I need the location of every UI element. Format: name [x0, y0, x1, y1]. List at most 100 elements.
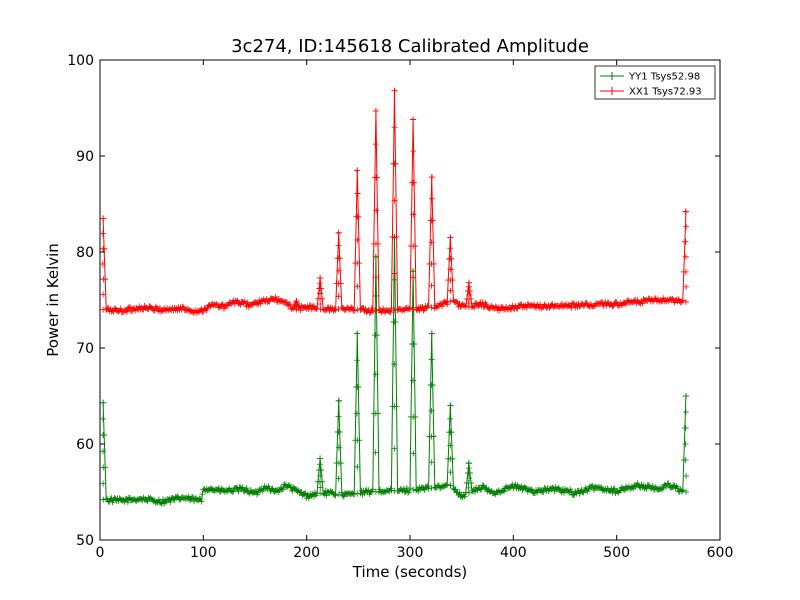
- data-point: [335, 242, 342, 249]
- data-point: [312, 305, 319, 312]
- data-point: [679, 487, 686, 494]
- data-point: [305, 494, 312, 501]
- data-point: [410, 486, 417, 493]
- data-point: [610, 486, 617, 493]
- data-point: [335, 255, 342, 262]
- data-point: [659, 486, 666, 493]
- x-tick-label: 300: [397, 545, 424, 561]
- data-point: [428, 407, 435, 414]
- data-point: [391, 445, 398, 452]
- legend-marker: [608, 72, 616, 80]
- data-point: [317, 455, 324, 462]
- data-point: [372, 307, 379, 314]
- data-point: [369, 308, 376, 315]
- data-point: [462, 303, 469, 310]
- data-point: [643, 485, 650, 492]
- data-point: [447, 482, 454, 489]
- data-point: [613, 299, 620, 306]
- data-point: [466, 291, 473, 298]
- series-1: [100, 87, 690, 316]
- data-point: [391, 306, 398, 313]
- data-point: [428, 239, 435, 246]
- data-point: [373, 174, 380, 181]
- data-point: [492, 303, 499, 310]
- data-point: [682, 409, 689, 415]
- data-point: [465, 279, 472, 286]
- y-tick-label: 80: [76, 245, 94, 261]
- data-point: [609, 489, 616, 496]
- data-point: [107, 496, 114, 503]
- data-point: [567, 486, 574, 493]
- data-point: [100, 399, 107, 406]
- data-point: [534, 301, 541, 308]
- data-point: [678, 488, 685, 495]
- data-point: [428, 459, 435, 466]
- data-point: [405, 489, 412, 496]
- data-point: [447, 298, 454, 305]
- data-point: [682, 253, 689, 260]
- data-point: [570, 491, 577, 498]
- data-point: [199, 491, 206, 498]
- data-point: [444, 481, 451, 488]
- data-point: [391, 197, 398, 204]
- data-point: [335, 428, 342, 435]
- data-point: [428, 195, 435, 202]
- data-point: [243, 485, 250, 492]
- data-point: [373, 207, 380, 214]
- data-point: [501, 488, 508, 495]
- legend-marker: [608, 87, 616, 95]
- data-point: [391, 319, 398, 325]
- data-point: [372, 107, 379, 114]
- data-point: [471, 304, 478, 311]
- data-point: [410, 179, 416, 186]
- data-point: [197, 496, 204, 503]
- data-point: [372, 371, 379, 378]
- data-point: [523, 304, 530, 311]
- data-point: [287, 483, 294, 490]
- data-point: [272, 293, 279, 300]
- y-tick-label: 90: [76, 149, 94, 165]
- data-point: [568, 304, 575, 311]
- legend: YY1 Tsys52.98 XX1 Tsys72.93: [594, 65, 716, 100]
- data-point: [409, 306, 416, 313]
- data-point: [444, 301, 451, 308]
- data-point: [354, 383, 361, 390]
- data-point: [332, 307, 339, 314]
- data-point: [301, 490, 308, 497]
- data-point: [100, 215, 107, 222]
- data-point: [110, 308, 117, 315]
- data-point: [447, 442, 454, 449]
- chart-title: 3c274, ID:145618 Calibrated Amplitude: [231, 36, 589, 57]
- data-point: [218, 301, 225, 308]
- x-tick-label: 100: [190, 545, 217, 561]
- data-point: [639, 300, 646, 307]
- legend-label: YY1 Tsys52.98: [628, 72, 700, 83]
- data-point: [335, 280, 342, 287]
- data-point: [100, 230, 106, 237]
- data-point: [281, 481, 288, 488]
- y-tick-label: 100: [67, 53, 94, 69]
- data-point: [391, 361, 398, 368]
- data-point: [213, 300, 220, 307]
- data-point: [336, 397, 342, 404]
- data-point: [409, 274, 416, 281]
- data-point: [391, 403, 398, 410]
- data-point: [447, 455, 454, 462]
- data-point: [279, 486, 286, 493]
- data-point: [204, 305, 211, 312]
- data-point: [331, 491, 338, 498]
- data-point: [117, 305, 124, 312]
- data-point: [682, 457, 689, 463]
- data-point: [354, 236, 361, 243]
- data-point: [465, 479, 472, 486]
- data-point: [380, 305, 387, 312]
- data-point: [507, 306, 514, 313]
- x-tick-label: 500: [603, 545, 630, 561]
- data-point: [317, 467, 324, 474]
- data-point: [186, 497, 193, 504]
- data-point: [323, 492, 330, 499]
- data-point: [353, 410, 360, 417]
- data-point: [682, 268, 689, 275]
- data-point: [235, 488, 242, 495]
